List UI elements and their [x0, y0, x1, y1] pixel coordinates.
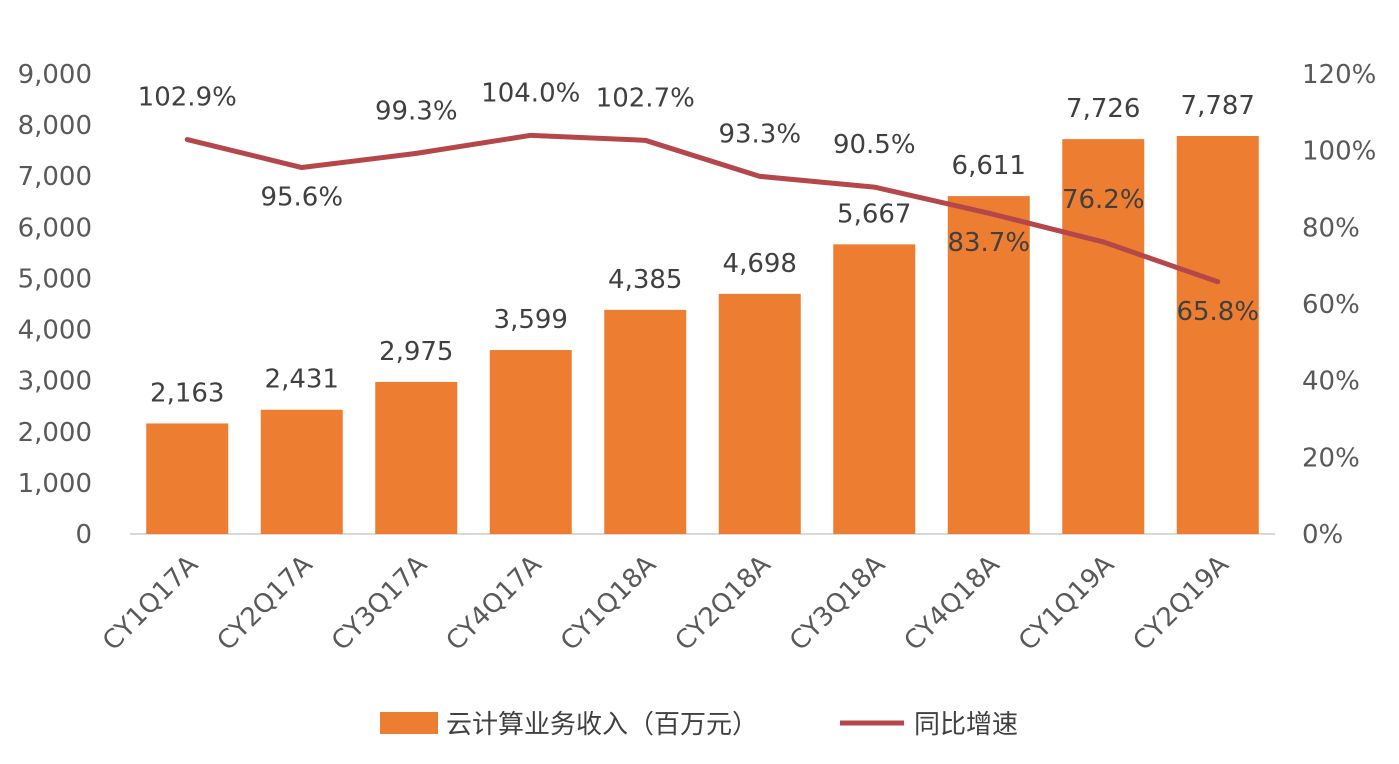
bar-CY2Q19A	[1176, 135, 1259, 534]
line-value-label: 65.8%	[1176, 297, 1259, 327]
bar-CY1Q17A	[146, 423, 229, 534]
line-value-label: 95.6%	[260, 183, 343, 213]
bar-CY1Q19A	[1062, 139, 1145, 535]
x-axis-ticks: CY1Q17A CY2Q17A CY3Q17A CY4Q17A CY1Q18A CY2Q1…	[97, 550, 1235, 657]
x-tick-label: CY3Q18A	[784, 550, 891, 657]
right-y-tick-label: 0%	[1302, 520, 1343, 550]
right-y-tick-label: 60%	[1302, 290, 1360, 320]
x-tick-label: CY4Q17A	[441, 550, 548, 657]
right-y-tick-label: 100%	[1302, 137, 1376, 167]
growth-rate-line	[184, 132, 1221, 285]
bar-CY3Q17A	[375, 381, 458, 534]
bar-value-label: 2,431	[265, 365, 339, 395]
legend: 云计算业务收入（百万元） 同比增速	[380, 710, 1018, 740]
right-y-tick-label: 120%	[1302, 60, 1376, 90]
x-tick-label: CY1Q19A	[1013, 550, 1120, 657]
bar-value-label: 7,726	[1066, 94, 1140, 124]
x-tick-label: CY1Q17A	[97, 550, 204, 657]
line-value-label: 90.5%	[833, 130, 916, 160]
x-tick-label: CY2Q19A	[1128, 550, 1235, 657]
legend-line-label: 同比增速	[914, 710, 1018, 740]
left-y-tick-label: 7,000	[18, 162, 92, 192]
left-y-tick-label: 1,000	[18, 469, 92, 499]
legend-bar-swatch	[380, 712, 438, 734]
bar-CY1Q18A	[604, 309, 687, 534]
x-tick-label: CY2Q17A	[212, 550, 319, 657]
line-series	[184, 132, 1221, 285]
legend-bar-label: 云计算业务收入（百万元）	[446, 710, 758, 740]
left-y-axis-ticks: 0 1,000 2,000 3,000 4,000 5,000 6,000 7,000 8,00…	[18, 60, 92, 550]
line-value-label: 76.2%	[1062, 185, 1145, 215]
x-tick-label: CY1Q18A	[555, 550, 662, 657]
line-value-label: 93.3%	[718, 119, 801, 149]
right-y-tick-label: 20%	[1302, 443, 1360, 473]
left-y-tick-label: 4,000	[18, 316, 92, 346]
left-y-tick-label: 9,000	[18, 60, 92, 90]
bar-series	[146, 135, 1259, 535]
line-value-label: 102.7%	[596, 83, 695, 113]
left-y-tick-label: 2,000	[18, 418, 92, 448]
line-data-labels: 102.9% 95.6% 99.3% 104.0% 102.7% 93.3% 90.5% 83…	[138, 78, 1259, 326]
bar-CY4Q17A	[489, 350, 572, 534]
line-value-label: 83.7%	[947, 228, 1030, 258]
bar-CY2Q17A	[260, 409, 343, 534]
bar-value-label: 4,698	[723, 249, 797, 279]
bar-value-label: 2,975	[379, 337, 453, 367]
bar-value-label: 4,385	[608, 265, 682, 295]
x-tick-label: CY4Q18A	[899, 550, 1006, 657]
left-y-tick-label: 6,000	[18, 213, 92, 243]
bar-value-label: 6,611	[952, 151, 1026, 181]
line-value-label: 102.9%	[138, 83, 237, 113]
left-y-tick-label: 8,000	[18, 111, 92, 141]
right-y-axis-ticks: 0% 20% 40% 60% 80% 100% 120%	[1302, 60, 1376, 550]
left-y-tick-label: 5,000	[18, 264, 92, 294]
bar-CY2Q18A	[718, 293, 801, 534]
bar-CY4Q18A	[947, 196, 1030, 535]
bar-CY3Q18A	[833, 244, 916, 534]
x-tick-label: CY3Q17A	[326, 550, 433, 657]
bar-value-label: 2,163	[150, 378, 224, 408]
bar-data-labels: 2,163 2,431 2,975 3,599 4,385 4,698 5,667 6,611…	[150, 91, 1255, 408]
right-y-tick-label: 40%	[1302, 367, 1360, 397]
left-y-tick-label: 0	[75, 520, 92, 550]
bar-value-label: 7,787	[1181, 91, 1255, 121]
line-value-label: 99.3%	[375, 96, 458, 126]
bar-value-label: 5,667	[837, 199, 911, 229]
line-value-label: 104.0%	[481, 78, 580, 108]
left-y-tick-label: 3,000	[18, 367, 92, 397]
right-y-tick-label: 80%	[1302, 213, 1360, 243]
x-tick-label: CY2Q18A	[670, 550, 777, 657]
bar-value-label: 3,599	[494, 305, 568, 335]
